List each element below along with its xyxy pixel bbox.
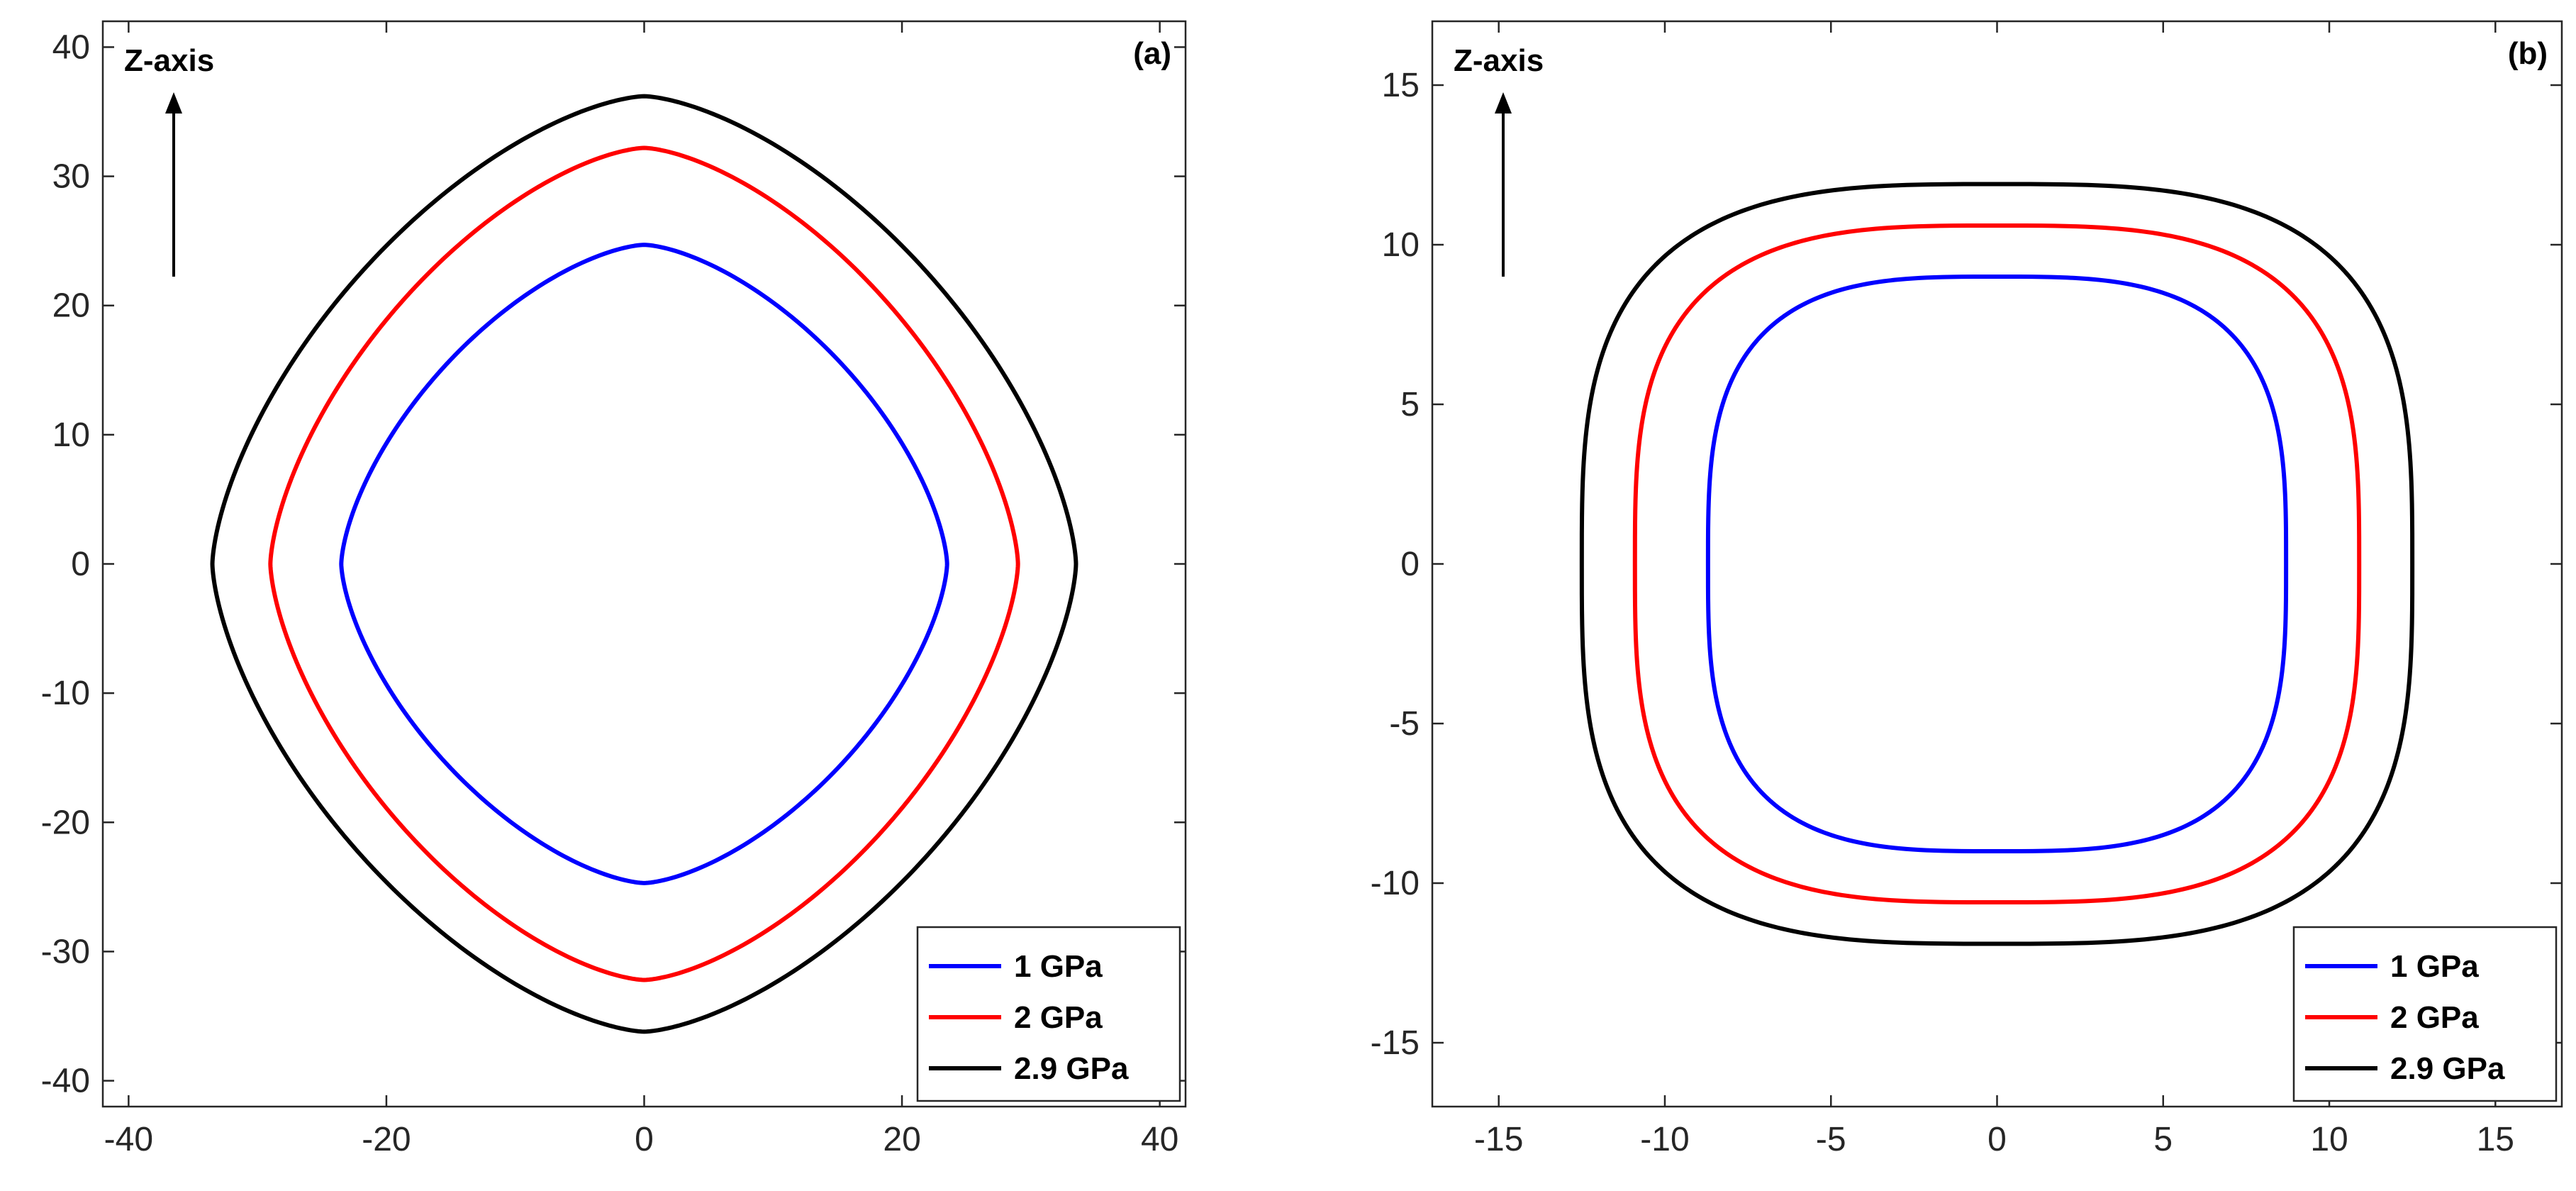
plot-frame — [1431, 20, 2563, 1108]
y-tick-label: 10 — [52, 416, 90, 454]
series-curve-2.9-gpa — [1579, 182, 2415, 946]
x-tick-label: -5 — [1816, 1121, 1846, 1158]
series-curve-2.9-gpa — [210, 94, 1078, 1034]
y-tick-label: 10 — [1382, 226, 1420, 264]
y-tick-label: 30 — [52, 158, 90, 196]
y-tick-label: -30 — [41, 933, 90, 970]
legend-entry-label: 1 GPa — [2390, 949, 2479, 984]
z-axis-arrow-head — [165, 92, 182, 113]
legend: 1 GPa 2 GPa 2.9 GPa — [2292, 926, 2558, 1102]
legend-entry-label: 2.9 GPa — [1014, 1051, 1129, 1086]
x-tick-label: 0 — [635, 1121, 654, 1158]
panel-label: (b) — [2508, 36, 2548, 71]
y-tick-label: -15 — [1371, 1024, 1420, 1062]
x-tick-label: 5 — [2153, 1121, 2173, 1158]
y-tick-label: -5 — [1389, 705, 1420, 743]
legend-entry-label: 1 GPa — [1014, 949, 1103, 984]
x-tick-label: -10 — [1640, 1121, 1689, 1158]
legend-entry-label: 2 GPa — [1014, 1000, 1103, 1035]
x-tick-label: 15 — [2477, 1121, 2514, 1158]
x-tick-label: -40 — [104, 1121, 153, 1158]
y-tick-label: -10 — [41, 675, 90, 712]
y-tick-label: -10 — [1371, 865, 1420, 902]
x-tick-label: -20 — [362, 1121, 411, 1158]
legend-entry-label: 2.9 GPa — [2390, 1051, 2505, 1086]
plot-frame — [101, 20, 1187, 1108]
y-tick-label: -40 — [41, 1063, 90, 1100]
y-tick-label: 40 — [52, 28, 90, 66]
x-tick-label: 0 — [1987, 1121, 2007, 1158]
legend-box — [916, 926, 1181, 1102]
legend-entry-label: 2 GPa — [2390, 1000, 2479, 1035]
y-tick-label: -20 — [41, 804, 90, 841]
z-axis-arrow-head — [1495, 92, 1512, 113]
z-axis-label: Z-axis — [1454, 43, 1544, 78]
x-tick-label: 40 — [1141, 1121, 1178, 1158]
y-tick-label: 15 — [1382, 67, 1420, 104]
panel-label: (a) — [1133, 36, 1171, 71]
y-tick-label: 5 — [1400, 386, 1420, 423]
panel-a: -40 -20 0 20 40 -40 -30 -20 -10 0 10 20 30 40 (a) Z-axi… — [41, 20, 1187, 1158]
legend: 1 GPa 2 GPa 2.9 GPa — [916, 926, 1181, 1102]
y-tick-label: 0 — [1400, 545, 1420, 583]
series-curve-1-gpa — [1705, 275, 2289, 853]
series-curve-2-gpa — [268, 145, 1020, 982]
x-tick-label: -15 — [1474, 1121, 1523, 1158]
z-axis-label: Z-axis — [124, 43, 214, 78]
y-tick-label: 20 — [52, 287, 90, 325]
series-curve-2-gpa — [1632, 223, 2362, 904]
y-tick-label: 0 — [71, 545, 90, 583]
x-tick-label: 10 — [2310, 1121, 2348, 1158]
series-curve-1-gpa — [339, 243, 949, 885]
x-tick-label: 20 — [883, 1121, 920, 1158]
legend-box — [2292, 926, 2558, 1102]
panel-b: -15 -10 -5 0 5 10 15 -15 -10 -5 0 5 10 15 (b) Z-axis 1 G… — [1371, 20, 2563, 1158]
